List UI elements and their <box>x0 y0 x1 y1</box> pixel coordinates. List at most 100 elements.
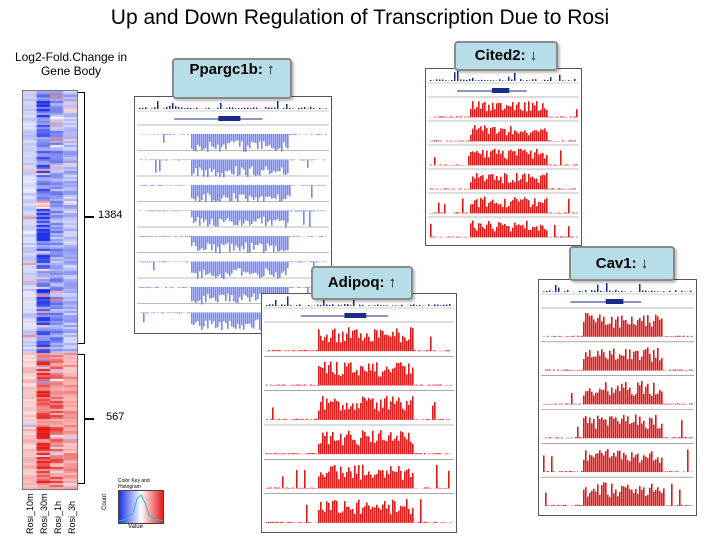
track-signal-bar <box>229 184 231 202</box>
track-signal-bar <box>607 494 609 506</box>
track-signal-bar <box>219 286 221 295</box>
track-signal-bar <box>153 261 155 271</box>
track-signal-bar <box>221 312 223 331</box>
track-signal-bar <box>448 470 450 489</box>
track-signal-bar <box>595 322 597 337</box>
track-signal-bar <box>412 508 414 523</box>
track-signal-bar <box>151 312 153 313</box>
track-signal-bar <box>225 286 227 301</box>
track-signal-bar <box>607 425 609 439</box>
track-signal-bar <box>528 154 530 166</box>
track-signal-bar <box>615 319 617 337</box>
track-signal-bar <box>336 500 338 523</box>
track-signal-bar <box>621 355 623 371</box>
track-signal-bar <box>538 230 540 238</box>
track-signal-bar <box>143 261 145 263</box>
track-signal-bar <box>311 184 313 198</box>
track-signal-bar <box>482 103 484 118</box>
track-signal-bar <box>566 236 568 238</box>
track-signal-bar <box>320 367 322 386</box>
track-signal-bar <box>488 220 490 238</box>
header-signal-bar <box>392 305 394 306</box>
track-signal-bar <box>323 261 325 263</box>
track-signal-bar <box>320 443 322 455</box>
track-signal-bar <box>253 184 255 200</box>
track-signal-bar <box>577 504 579 506</box>
track-signal-bar <box>259 210 261 219</box>
track-signal-bar <box>243 261 245 272</box>
track-signal-bar <box>193 261 195 273</box>
track-signal-bar <box>177 286 179 288</box>
heatmap <box>22 90 78 490</box>
track-signal-bar <box>193 286 195 301</box>
track-signal-bar <box>408 508 410 523</box>
track-signal-bar <box>643 487 645 506</box>
track-signal-bar <box>653 349 655 371</box>
track-signal-bar <box>474 109 476 118</box>
track-signal-bar <box>573 403 575 405</box>
track-signal-bar <box>569 470 571 473</box>
track-signal-bar <box>550 236 552 238</box>
track-signal-bar <box>691 369 693 371</box>
header-signal-bar <box>535 79 537 81</box>
track-signal-bar <box>233 312 235 328</box>
track-signal-bar <box>572 212 574 214</box>
track-signal-bar <box>681 336 683 337</box>
header-signal-bar <box>612 291 614 292</box>
track-signal-bar <box>406 400 408 420</box>
track-signal-bar <box>589 316 591 337</box>
track-signal-bar <box>223 286 225 296</box>
track-signal-bar <box>651 326 653 337</box>
track-signal-bar <box>277 261 279 279</box>
track-signal-bar <box>368 397 370 420</box>
track-signal-bar <box>430 336 432 352</box>
track-signal-bar <box>631 316 633 337</box>
track-signal-bar <box>255 235 257 246</box>
track-signal-bar <box>173 312 175 314</box>
track-signal-bar <box>316 418 318 420</box>
track-signal-bar <box>315 261 317 263</box>
track-signal-bar <box>360 365 362 386</box>
track-signal-bar <box>562 140 564 142</box>
track-signal-bar <box>506 135 508 142</box>
heatmap-label: Log2-Fold.Change in Gene Body <box>14 50 128 78</box>
track-signal-bar <box>623 414 625 439</box>
track-signal-bar <box>396 435 398 455</box>
track-signal-bar <box>410 441 412 455</box>
track-signal-bar <box>336 400 338 420</box>
track-signal-bar <box>245 184 247 200</box>
track-signal-bar <box>456 212 458 214</box>
track-signal-bar <box>318 443 320 455</box>
track-signal-bar <box>436 522 438 523</box>
track-signal-bar <box>490 201 492 214</box>
track-signal-bar <box>179 286 181 288</box>
track-signal-bar <box>155 210 157 211</box>
track-signal-bar <box>348 327 350 352</box>
track-signal-bar <box>291 184 293 186</box>
track-signal-bar <box>338 440 340 455</box>
track-signal-bar <box>587 460 589 473</box>
track-signal-bar <box>394 471 396 489</box>
track-signal-bar <box>366 502 368 523</box>
track-signal-bar <box>301 261 303 263</box>
track-signal-bar <box>657 316 659 337</box>
track-signal-bar <box>480 197 482 214</box>
track-signal-bar <box>307 184 309 186</box>
track-signal-bar <box>404 337 406 352</box>
track-signal-bar <box>641 381 643 405</box>
track-signal-bar <box>440 453 442 455</box>
track-signal-bar <box>418 350 420 352</box>
track-signal-bar <box>430 164 432 166</box>
track-signal-bar <box>159 261 161 263</box>
track-signal-bar <box>565 369 567 371</box>
track-signal-bar <box>283 133 285 142</box>
track-signal-bar <box>201 133 203 151</box>
track-signal-bar <box>464 116 466 118</box>
header-signal-bar <box>377 304 379 306</box>
track-signal-bar <box>307 210 309 212</box>
track-signal-bar <box>581 505 583 506</box>
track-signal-bar <box>171 210 173 212</box>
track-signal-bar <box>278 418 280 420</box>
track-signal-bar <box>253 286 255 294</box>
header-signal-bar <box>445 80 447 81</box>
